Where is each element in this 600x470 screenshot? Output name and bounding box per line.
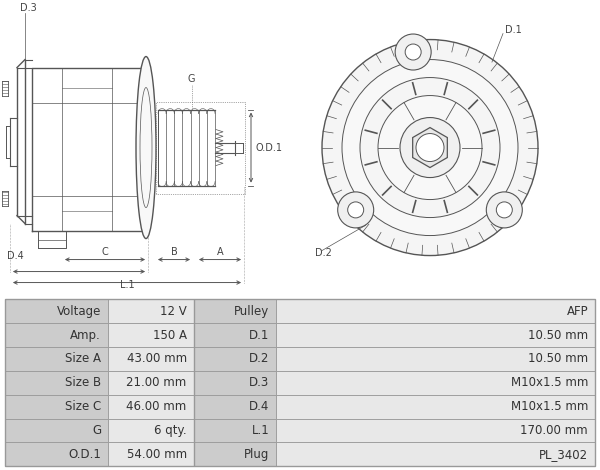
Text: Pulley: Pulley [234, 305, 269, 318]
Text: D.1: D.1 [505, 24, 522, 35]
Text: D.4: D.4 [249, 400, 269, 413]
FancyBboxPatch shape [108, 323, 194, 347]
FancyBboxPatch shape [108, 419, 194, 442]
Text: D.2: D.2 [315, 248, 332, 258]
FancyBboxPatch shape [194, 371, 277, 395]
Circle shape [342, 60, 518, 235]
Text: A: A [217, 247, 223, 257]
Text: 10.50 mm: 10.50 mm [528, 352, 588, 366]
FancyBboxPatch shape [5, 299, 108, 323]
FancyBboxPatch shape [277, 371, 595, 395]
Text: 170.00 mm: 170.00 mm [520, 424, 588, 437]
Circle shape [400, 118, 460, 178]
FancyBboxPatch shape [108, 442, 194, 466]
Polygon shape [413, 127, 448, 167]
FancyBboxPatch shape [277, 347, 595, 371]
FancyBboxPatch shape [277, 323, 595, 347]
Text: B: B [170, 247, 178, 257]
Text: 54.00 mm: 54.00 mm [127, 448, 187, 461]
Text: C: C [101, 247, 109, 257]
FancyBboxPatch shape [108, 371, 194, 395]
Text: 46.00 mm: 46.00 mm [127, 400, 187, 413]
Text: Amp.: Amp. [70, 329, 101, 342]
Circle shape [322, 39, 538, 256]
Text: Size B: Size B [65, 376, 101, 389]
FancyBboxPatch shape [108, 395, 194, 419]
FancyBboxPatch shape [277, 419, 595, 442]
Text: Size A: Size A [65, 352, 101, 366]
FancyBboxPatch shape [5, 395, 108, 419]
Text: M10x1.5 mm: M10x1.5 mm [511, 400, 588, 413]
Circle shape [416, 133, 444, 162]
FancyBboxPatch shape [108, 347, 194, 371]
FancyBboxPatch shape [5, 347, 108, 371]
FancyBboxPatch shape [277, 395, 595, 419]
Text: M10x1.5 mm: M10x1.5 mm [511, 376, 588, 389]
Circle shape [347, 202, 364, 218]
Circle shape [360, 78, 500, 218]
FancyBboxPatch shape [277, 299, 595, 323]
Circle shape [487, 192, 523, 228]
Text: Voltage: Voltage [56, 305, 101, 318]
Text: D.2: D.2 [249, 352, 269, 366]
FancyBboxPatch shape [194, 347, 277, 371]
Circle shape [338, 192, 374, 228]
FancyBboxPatch shape [194, 442, 277, 466]
FancyBboxPatch shape [277, 442, 595, 466]
FancyBboxPatch shape [194, 323, 277, 347]
Text: G: G [92, 424, 101, 437]
FancyBboxPatch shape [5, 419, 108, 442]
Text: L.1: L.1 [119, 280, 134, 290]
Text: D.4: D.4 [7, 251, 24, 260]
Text: 12 V: 12 V [160, 305, 187, 318]
FancyBboxPatch shape [194, 299, 277, 323]
FancyBboxPatch shape [194, 395, 277, 419]
Text: PL_3402: PL_3402 [539, 448, 588, 461]
Circle shape [405, 44, 421, 60]
Text: Size C: Size C [65, 400, 101, 413]
Text: D.3: D.3 [249, 376, 269, 389]
Text: 43.00 mm: 43.00 mm [127, 352, 187, 366]
Text: G: G [188, 73, 195, 84]
Text: O.D.1: O.D.1 [68, 448, 101, 461]
FancyBboxPatch shape [5, 442, 108, 466]
FancyBboxPatch shape [194, 419, 277, 442]
Circle shape [395, 34, 431, 70]
Text: D.3: D.3 [20, 2, 37, 13]
Text: D.1: D.1 [249, 329, 269, 342]
Text: AFP: AFP [566, 305, 588, 318]
Text: L.1: L.1 [251, 424, 269, 437]
FancyBboxPatch shape [108, 299, 194, 323]
Text: Plug: Plug [244, 448, 269, 461]
Text: 10.50 mm: 10.50 mm [528, 329, 588, 342]
FancyBboxPatch shape [5, 371, 108, 395]
Text: 6 qty.: 6 qty. [154, 424, 187, 437]
Text: O.D.1: O.D.1 [255, 142, 282, 153]
Ellipse shape [136, 56, 156, 239]
Text: 21.00 mm: 21.00 mm [127, 376, 187, 389]
Circle shape [496, 202, 512, 218]
Text: 150 A: 150 A [152, 329, 187, 342]
Circle shape [378, 95, 482, 200]
FancyBboxPatch shape [5, 323, 108, 347]
